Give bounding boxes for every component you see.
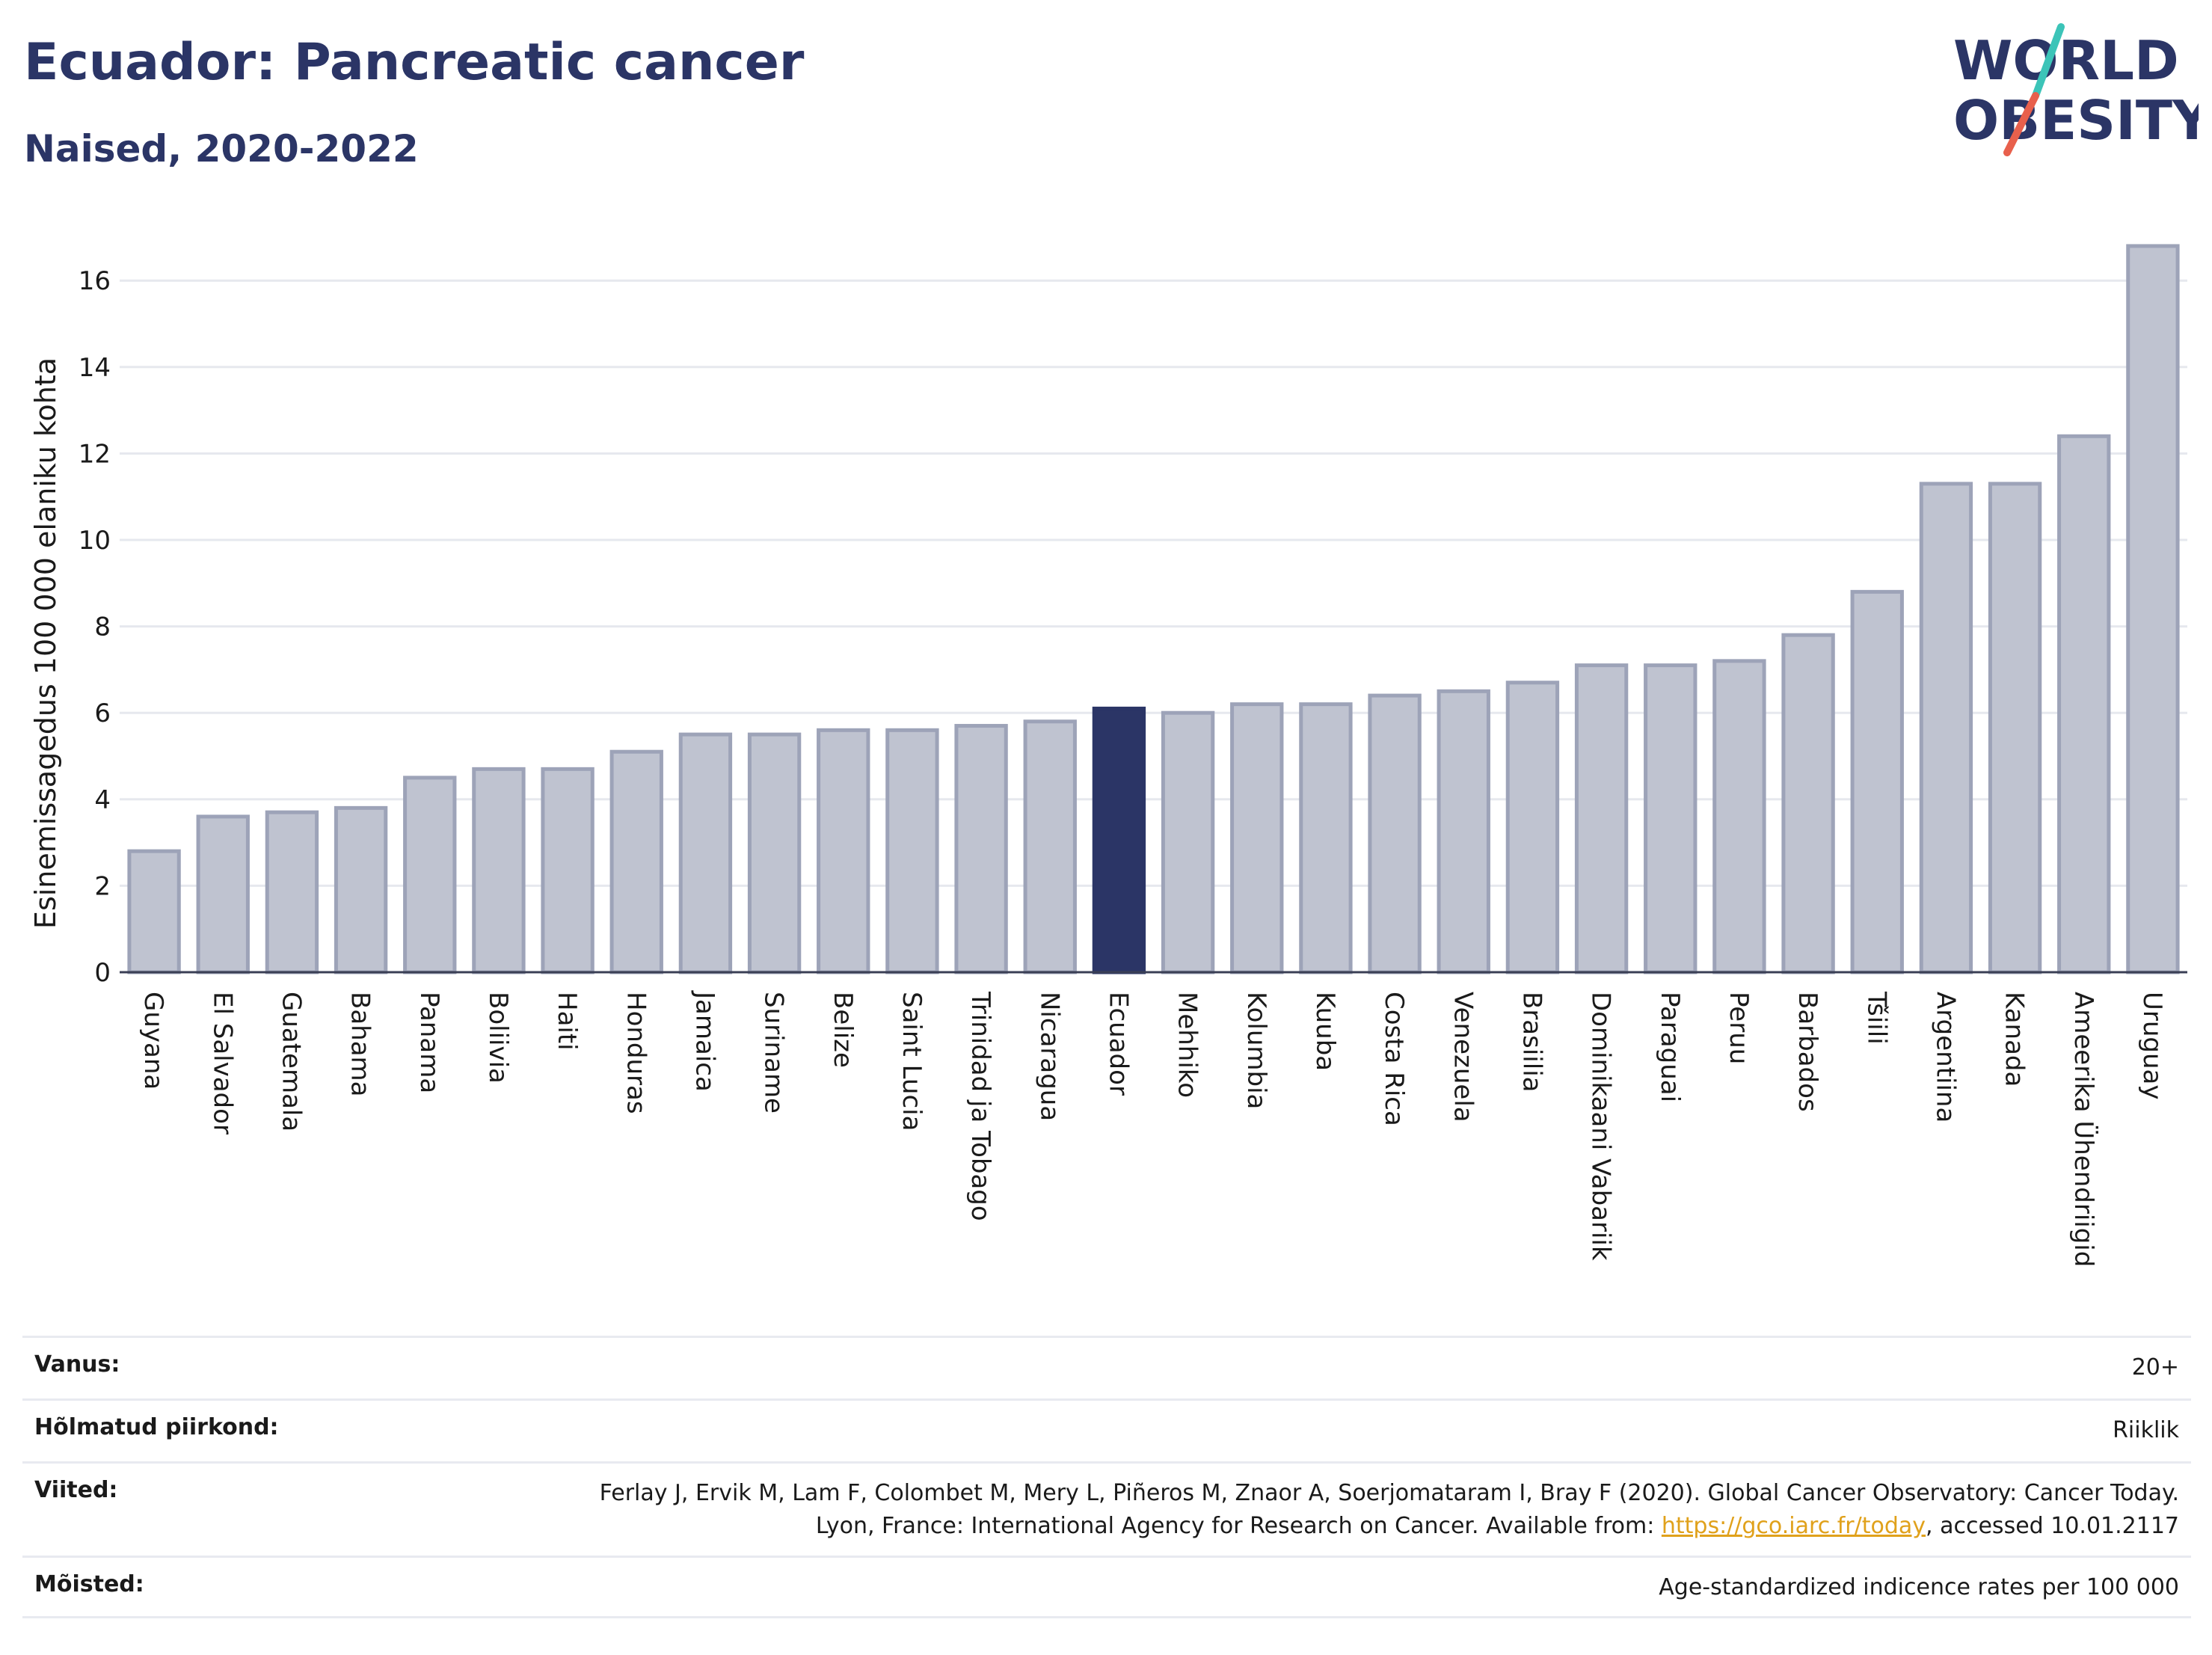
meta-value-age: 20+ <box>2131 1354 2179 1381</box>
bar <box>1574 663 1629 974</box>
logo-text-line1: WORLD <box>1953 29 2179 92</box>
bar <box>403 776 457 974</box>
category-labels: Guyana El Salvador Guatemala Bahama Panama Bo… <box>138 990 2167 1267</box>
category-label: Haiti <box>552 992 582 1051</box>
category-label: Peruu <box>1724 992 1754 1064</box>
bars <box>127 244 2180 974</box>
meta-value-definitions: Age-standardized indicence rates per 100… <box>1659 1574 2179 1600</box>
y-tick-label: 0 <box>94 958 111 988</box>
category-label: Brasiilia <box>1517 992 1546 1092</box>
bar <box>1919 482 1973 974</box>
bar <box>472 767 526 974</box>
bar <box>2057 434 2111 974</box>
category-label: Mehhiko <box>1173 992 1202 1098</box>
world-obesity-logo: WORLD OBESITY <box>1953 23 2199 156</box>
category-label: Paraguai <box>1655 992 1685 1102</box>
category-label: Nicaragua <box>1034 992 1064 1121</box>
category-label: Boliivia <box>483 992 513 1084</box>
bar-chart: 0 2 4 6 8 10 12 14 16 Guyana El Salvador Guatemala… <box>29 244 2187 1267</box>
grid-lines <box>120 279 2187 887</box>
metadata-table: Vanus: 20+ Hõlmatud piirkond: Riiklik Vi… <box>22 1336 2191 1618</box>
reference-accessed: , accessed 10.01.2117 <box>1926 1513 2179 1539</box>
category-label: Bahama <box>345 992 375 1097</box>
meta-key-definitions: Mõisted: <box>34 1571 144 1597</box>
category-label: Ecuador <box>1103 992 1133 1096</box>
bar <box>1644 663 1698 974</box>
category-label: Argentiina <box>1930 992 1960 1123</box>
page-subtitle: Naised, 2020-2022 <box>24 127 419 171</box>
bar <box>1368 693 1422 974</box>
bar <box>747 732 802 974</box>
category-label: Panama <box>414 992 444 1093</box>
category-label: Belize <box>828 992 858 1068</box>
category-label: Venezuela <box>1448 992 1478 1123</box>
page-title: Ecuador: Pancreatic cancer <box>24 33 805 92</box>
bar <box>678 732 733 974</box>
bar <box>1850 589 1904 974</box>
bar <box>1023 719 1077 974</box>
y-tick-label: 12 <box>79 439 111 469</box>
meta-key-age: Vanus: <box>34 1351 120 1378</box>
meta-row-region: Hõlmatud piirkond: Riiklik <box>22 1398 2191 1461</box>
bar-highlighted <box>1092 706 1146 974</box>
category-label: Ameerika Ühendriigid <box>2068 992 2099 1267</box>
logo-slash-bottom <box>2003 92 2039 156</box>
category-label: Guyana <box>138 992 168 1090</box>
meta-value-region: Riiklik <box>2113 1417 2179 1443</box>
category-label: Barbados <box>1792 992 1822 1112</box>
reference-text: Ferlay J, Ervik M, Lam F, Colombet M, Me… <box>599 1480 2179 1539</box>
category-label: Saint Lucia <box>897 992 927 1131</box>
category-label: Trinidad ja Tobago <box>965 991 995 1221</box>
bar <box>1299 702 1353 974</box>
bar <box>1988 482 2042 974</box>
category-label: Kuuba <box>1310 992 1340 1071</box>
bar <box>1230 702 1284 974</box>
y-tick-label: 2 <box>94 871 111 901</box>
category-label: Dominikaani Vabariik <box>1586 992 1616 1261</box>
y-tick-label: 16 <box>79 266 111 296</box>
meta-key-references: Viited: <box>34 1477 118 1503</box>
category-label: Costa Rica <box>1379 992 1409 1126</box>
meta-key-region: Hõlmatud piirkond: <box>34 1414 279 1440</box>
bar <box>609 749 663 974</box>
y-tick-label: 10 <box>79 526 111 556</box>
bar <box>954 724 1008 974</box>
category-label: Kanada <box>2000 992 2030 1087</box>
bar <box>1781 633 1835 974</box>
bar <box>127 849 181 974</box>
meta-row-references: Viited: Ferlay J, Ervik M, Lam F, Colomb… <box>22 1461 2191 1556</box>
bar <box>1505 681 1560 974</box>
meta-value-references: Ferlay J, Ervik M, Lam F, Colombet M, Me… <box>534 1477 2179 1543</box>
category-label: Uruguay <box>2137 992 2167 1100</box>
bar <box>196 814 250 974</box>
bar <box>2126 244 2180 974</box>
y-tick-label: 4 <box>94 785 111 815</box>
bar <box>334 805 388 974</box>
y-axis-title: Esinemissagedus 100 000 elaniku kohta <box>29 357 62 929</box>
logo-text-line2: OBESITY <box>1953 89 2199 152</box>
logo-slash-top <box>2032 23 2065 99</box>
category-label: Suriname <box>759 992 789 1114</box>
category-label: Kolumbia <box>1241 992 1271 1109</box>
bar <box>1161 710 1215 974</box>
y-tick-label: 14 <box>79 353 111 383</box>
reference-link[interactable]: https://gco.iarc.fr/today <box>1661 1513 1926 1539</box>
bar <box>817 728 870 974</box>
meta-row-age: Vanus: 20+ <box>22 1336 2191 1398</box>
bar <box>885 728 939 974</box>
category-label: Tšiili <box>1861 991 1891 1045</box>
category-label: Guatemala <box>276 992 306 1132</box>
y-tick-label: 6 <box>94 698 111 728</box>
category-label: El Salvador <box>207 992 237 1134</box>
bar <box>1712 659 1766 974</box>
meta-row-definitions: Mõisted: Age-standardized indicence rate… <box>22 1556 2191 1618</box>
y-tick-label: 8 <box>94 612 111 642</box>
bar <box>1437 689 1490 974</box>
category-label: Honduras <box>621 992 651 1114</box>
y-tick-labels: 0 2 4 6 8 10 12 14 16 <box>79 266 111 988</box>
bar <box>541 767 595 974</box>
bar <box>265 810 319 974</box>
category-label: Jamaica <box>689 990 719 1092</box>
